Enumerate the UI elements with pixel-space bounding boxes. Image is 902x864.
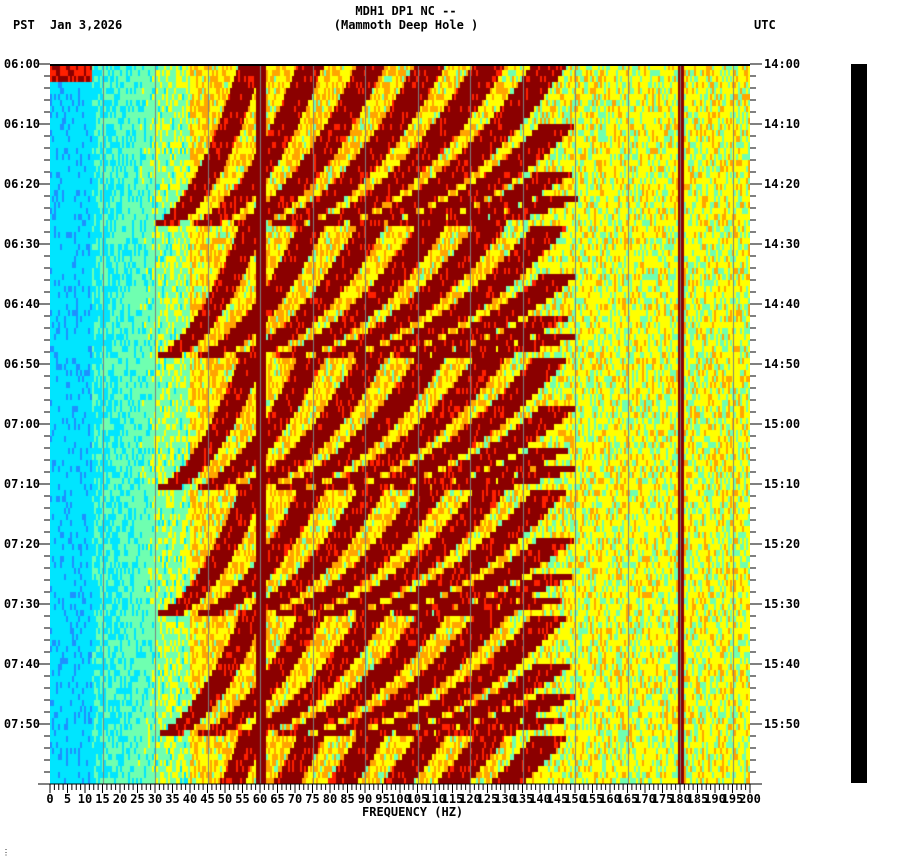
- x-axis-title: FREQUENCY (HZ): [362, 805, 464, 819]
- x-tick-label: 40: [182, 792, 198, 806]
- y-tick-label-right: 14:50: [764, 357, 801, 371]
- x-tick-label: 20: [112, 792, 128, 806]
- x-tick-label: 115: [441, 792, 464, 806]
- x-tick-label: 120: [459, 792, 481, 806]
- spectrogram-plot: [50, 64, 750, 784]
- x-tick-label: 85: [340, 792, 355, 806]
- x-tick-label: 65: [270, 792, 285, 806]
- y-tick-label-right: 15:20: [764, 537, 801, 551]
- x-tick-label: 60: [252, 792, 268, 806]
- y-tick-label-left: 06:30: [3, 237, 40, 251]
- y-tick-label-right: 14:00: [764, 57, 801, 71]
- x-tick-label: 165: [616, 792, 639, 806]
- right-timezone-label: UTC: [754, 18, 776, 32]
- y-tick-label-left: 07:10: [3, 477, 40, 491]
- x-tick-label: 70: [287, 792, 303, 806]
- y-tick-label-left: 07:00: [3, 417, 40, 431]
- x-tick-label: 30: [147, 792, 163, 806]
- station-title: MDH1 DP1 NC --: [355, 4, 457, 18]
- x-tick-label: 175: [651, 792, 674, 806]
- x-tick-label: 195: [721, 792, 744, 806]
- y-tick-label-right: 15:10: [764, 477, 801, 491]
- y-tick-label-left: 06:50: [3, 357, 40, 371]
- x-tick-label: 75: [305, 792, 320, 806]
- x-tick-label: 5: [63, 792, 72, 806]
- y-tick-label-right: 14:40: [764, 297, 801, 311]
- y-tick-label-left: 06:00: [3, 57, 40, 71]
- x-tick-label: 155: [581, 792, 604, 806]
- y-tick-label-left: 07:20: [3, 537, 40, 551]
- x-tick-label: 45: [200, 792, 215, 806]
- x-tick-label: 95: [375, 792, 390, 806]
- y-tick-label-left: 06:20: [3, 177, 40, 191]
- date-label: Jan 3,2026: [50, 18, 123, 32]
- x-tick-label: 185: [686, 792, 709, 806]
- x-tick-label: 0: [46, 792, 54, 806]
- y-tick-label-left: 07:30: [3, 597, 40, 611]
- y-tick-label-right: 15:50: [764, 717, 801, 731]
- x-tick-label: 145: [546, 792, 569, 806]
- x-tick-label: 150: [564, 792, 586, 806]
- x-tick-label: 15: [95, 792, 110, 806]
- y-tick-label-right: 15:30: [764, 597, 801, 611]
- x-tick-label: 110: [424, 792, 446, 806]
- activity-bar: [851, 64, 867, 783]
- x-tick-label: 90: [357, 792, 373, 806]
- x-tick-label: 50: [217, 792, 233, 806]
- y-tick-label-right: 15:00: [764, 417, 801, 431]
- y-tick-label-left: 06:40: [3, 297, 40, 311]
- x-tick-label: 130: [494, 792, 516, 806]
- x-tick-label: 25: [130, 792, 145, 806]
- x-tick-label: 125: [476, 792, 499, 806]
- x-tick-label: 190: [704, 792, 726, 806]
- x-tick-label: 170: [634, 792, 656, 806]
- x-tick-label: 100: [389, 792, 411, 806]
- x-tick-label: 135: [511, 792, 534, 806]
- y-tick-label-right: 14:30: [764, 237, 801, 251]
- x-tick-label: 105: [406, 792, 429, 806]
- y-tick-label-right: 14:20: [764, 177, 801, 191]
- x-tick-label: 10: [77, 792, 93, 806]
- x-tick-label: 160: [599, 792, 621, 806]
- y-tick-label-left: 07:40: [3, 657, 40, 671]
- y-tick-label-right: 14:10: [764, 117, 801, 131]
- x-tick-label: 140: [529, 792, 551, 806]
- x-tick-label: 80: [322, 792, 338, 806]
- x-tick-label: 200: [739, 792, 761, 806]
- left-timezone-label: PST: [13, 18, 35, 32]
- corner-mark: ⋮: [2, 848, 10, 857]
- x-tick-label: 180: [669, 792, 691, 806]
- x-tick-label: 55: [235, 792, 250, 806]
- y-tick-label-left: 07:50: [3, 717, 40, 731]
- plot-frame: [50, 64, 750, 784]
- y-tick-label-left: 06:10: [3, 117, 40, 131]
- y-tick-label-right: 15:40: [764, 657, 801, 671]
- location-title: (Mammoth Deep Hole ): [333, 18, 479, 32]
- x-tick-label: 35: [165, 792, 180, 806]
